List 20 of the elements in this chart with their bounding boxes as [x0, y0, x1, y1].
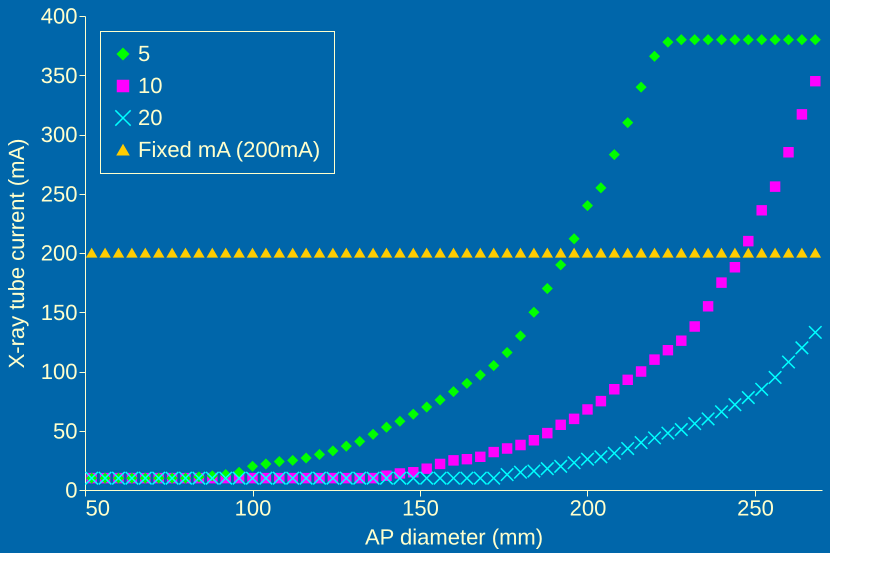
y-tick-label: 300: [40, 122, 78, 147]
x-tick-label: 250: [737, 496, 774, 520]
y-tick-label: 200: [40, 240, 78, 266]
x-tick-label: 100: [234, 496, 272, 520]
x-tick-label: 150: [402, 496, 439, 520]
y-tick-label: 50: [53, 418, 78, 444]
y-tick-label: 0: [65, 478, 78, 502]
y-tick-label: 150: [40, 300, 78, 325]
y-axis-title: X-ray tube current (mA): [4, 138, 29, 368]
legend-label: 5: [138, 41, 150, 66]
y-tick-label: 350: [40, 62, 78, 88]
legend-label: 20: [138, 105, 162, 130]
legend-label: 10: [138, 73, 162, 98]
y-tick-label: 100: [40, 359, 78, 384]
legend-label: Fixed mA (200mA): [138, 137, 320, 162]
x-axis-title: AP diameter (mm): [364, 524, 544, 550]
y-tick-label: 250: [40, 181, 78, 206]
y-tick-label: 400: [40, 4, 78, 28]
x-tick-label: 200: [570, 496, 606, 520]
x-tick-label: 50: [86, 496, 110, 520]
